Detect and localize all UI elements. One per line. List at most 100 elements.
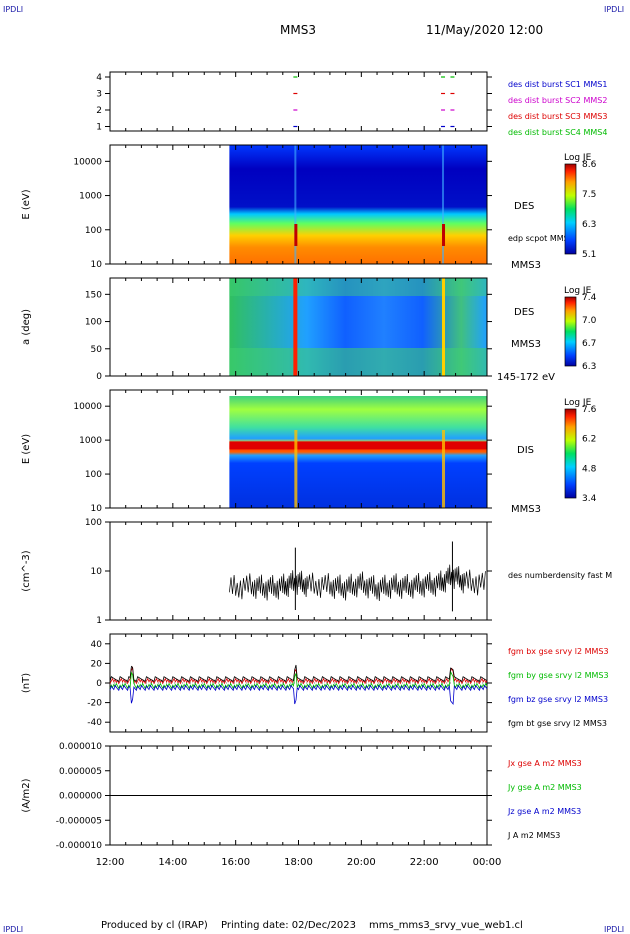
des-pitch-event [442, 278, 446, 376]
des-energy-colorbar-tick: 8.6 [582, 160, 597, 170]
dis-energy-sc-label: MMS3 [511, 504, 541, 515]
bfield-trace-1 [109, 666, 488, 685]
corner-label-top-right: IPDLI [604, 5, 625, 14]
dis-energy-frame [109, 389, 488, 509]
des-energy-hot-spot [442, 224, 446, 246]
burst-panel-ytick-label: 4 [96, 73, 102, 83]
bfield-legend-4: fgm bt gse srvy l2 MMS3 [508, 719, 607, 728]
dis-energy-ytick-label: 1000 [79, 436, 102, 446]
des-energy-ylabel: E (eV) [21, 189, 32, 219]
current-ytick-label: -0.000005 [56, 816, 102, 826]
plot-datetime: 11/May/2020 12:00 [426, 23, 544, 37]
burst-panel-frame [109, 71, 488, 132]
current-ytick-label: 0.000005 [59, 767, 102, 777]
dis-energy-peak-band [229, 441, 487, 450]
des-energy-frame [109, 144, 488, 265]
dis-energy-colorbar [564, 408, 577, 499]
xaxis-tick-label: 12:00 [96, 857, 125, 868]
current-legend-4: J A m2 MMS3 [507, 831, 560, 840]
dis-energy-event [442, 430, 446, 508]
bfield-legend-1: fgm bx gse srvy l2 MMS3 [508, 647, 609, 656]
bfield-ylabel: (nT) [21, 673, 32, 693]
bfield-trace-3 [109, 684, 488, 706]
bfield-ytick-label: -20 [87, 699, 102, 709]
des-pitch-ytick-label: 150 [85, 290, 102, 300]
des-pitch-colorbar-tick: 7.4 [582, 293, 597, 303]
dis-energy-ytick-label: 10 [91, 504, 103, 514]
bfield-trace-4 [109, 664, 488, 683]
xaxis-tick-label: 18:00 [284, 857, 313, 868]
des-pitch-sc-label: MMS3 [511, 339, 541, 350]
density-ylabel: (cm^-3) [21, 550, 32, 591]
dis-energy-event [294, 430, 298, 508]
des-pitch-band-high [229, 278, 487, 296]
xaxis-tick-label: 20:00 [347, 857, 376, 868]
bfield-legend-3: fgm bz gse srvy l2 MMS3 [508, 695, 608, 704]
dis-energy-ytick-label: 100 [85, 470, 102, 480]
des-pitch-band-low [229, 348, 487, 376]
dis-energy-ylabel: E (eV) [21, 434, 32, 464]
des-energy-event [294, 145, 297, 264]
des-energy-ytick-label: 10 [91, 260, 103, 270]
des-energy-sc-label: MMS3 [511, 260, 541, 271]
des-pitch-colorbar-title: Log JE [564, 286, 592, 296]
burst-panel-ytick-label: 2 [96, 106, 102, 116]
burst-legend-2: des dist burst SC2 MMS2 [508, 96, 607, 105]
current-ylabel: (A/m2) [21, 778, 32, 812]
xaxis-tick-label: 22:00 [410, 857, 439, 868]
dis-energy-colorbar-tick: 6.2 [582, 435, 596, 445]
des-energy-colorbar-tick: 7.5 [582, 190, 596, 200]
bfield-ytick-label: 0 [96, 679, 102, 689]
corner-label-top-left: IPDLI [3, 5, 24, 14]
footer-producer: Produced by cl (IRAP) [101, 920, 208, 931]
des-pitch-ytick-label: 0 [96, 372, 102, 382]
des-pitch-colorbar-tick: 6.3 [582, 362, 596, 372]
des-pitch-event [293, 278, 298, 376]
xaxis-tick-label: 14:00 [158, 857, 187, 868]
des-pitch-colorbar-tick: 7.0 [582, 316, 597, 326]
dis-energy-colorbar-title: Log JE [564, 398, 592, 408]
density-legend: des numberdensity fast M [508, 571, 612, 580]
burst-legend-1: des dist burst SC1 MMS1 [508, 80, 607, 89]
current-legend-3: Jz gse A m2 MMS3 [507, 807, 581, 816]
spacecraft-title: MMS3 [280, 23, 316, 37]
density-ytick-label: 100 [85, 518, 102, 528]
bfield-ytick-label: -40 [87, 718, 102, 728]
footer-script-name: mms_mms3_srvy_vue_web1.cl [369, 920, 523, 931]
footer-printing-date: Printing date: 02/Dec/2023 [221, 920, 357, 931]
current-ytick-label: -0.000010 [56, 841, 102, 851]
density-ytick-label: 10 [91, 567, 103, 577]
dis-energy-colorbar-tick: 7.6 [582, 405, 597, 415]
dis-energy-spectrogram [229, 396, 487, 508]
density-frame [109, 521, 488, 621]
bfield-legend-2: fgm by gse srvy l2 MMS3 [508, 671, 609, 680]
density-trace [229, 564, 486, 602]
des-energy-colorbar-tick: 6.3 [582, 220, 596, 230]
des-energy-ytick-label: 100 [85, 226, 102, 236]
current-legend-1: Jx gse A m2 MMS3 [507, 759, 582, 768]
xaxis-tick-label: 16:00 [221, 857, 250, 868]
des-energy-colorbar-title: Log JE [564, 153, 592, 163]
burst-panel-ytick-label: 1 [96, 123, 102, 133]
dis-energy-colorbar-tick: 4.8 [582, 464, 597, 474]
des-pitch-ytick-label: 50 [91, 345, 103, 355]
des-pitch-ytick-label: 100 [85, 318, 102, 328]
des-energy-label: DES [514, 201, 534, 212]
burst-legend-4: des dist burst SC4 MMS4 [508, 128, 607, 137]
corner-label-bottom-left: IPDLI [3, 925, 24, 934]
des-pitch-label: DES [514, 307, 534, 318]
des-energy-event [442, 145, 445, 264]
des-energy-ytick-label: 1000 [79, 192, 102, 202]
xaxis-tick-label: 00:00 [473, 857, 502, 868]
burst-panel-ytick-label: 3 [96, 90, 102, 100]
des-pitch-energy-range: 145-172 eV [497, 372, 555, 383]
dis-energy-ytick-label: 10000 [73, 402, 102, 412]
des-pitch-colorbar-tick: 6.7 [582, 339, 596, 349]
des-energy-hot-spot [294, 224, 298, 246]
des-pitch-colorbar [564, 296, 577, 367]
des-energy-scpot-label: edp scpot MMS3 [508, 234, 574, 243]
des-energy-spectrogram [229, 145, 487, 264]
des-pitch-ylabel: a (deg) [21, 309, 32, 345]
bfield-ytick-label: 40 [91, 640, 103, 650]
